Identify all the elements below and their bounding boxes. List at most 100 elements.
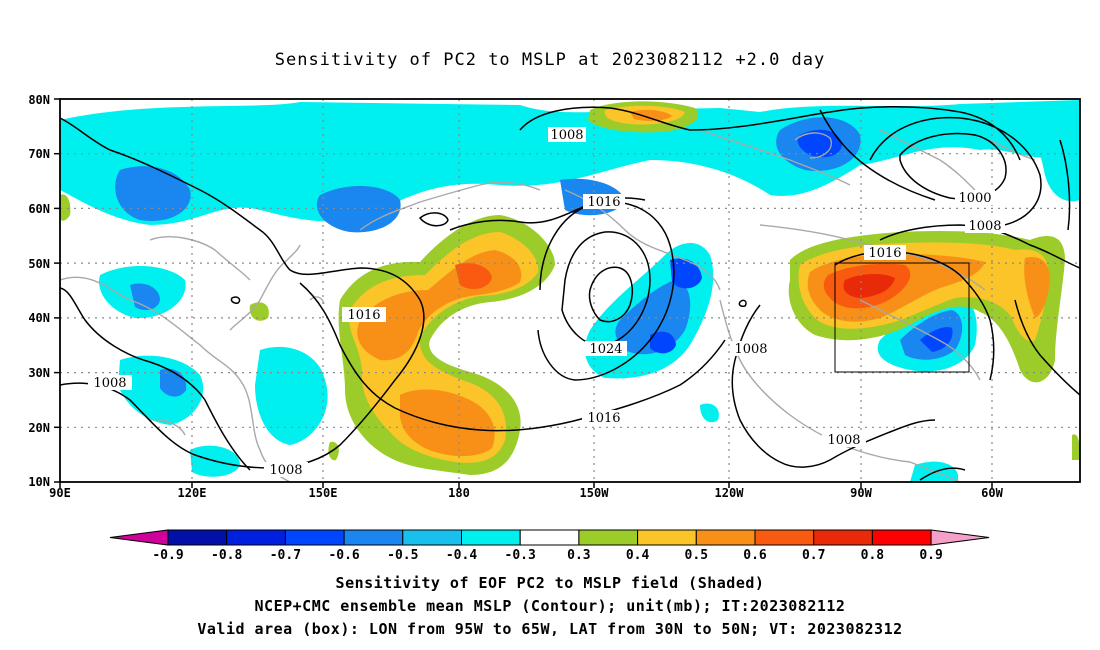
colorbar-label: -0.8 [211, 548, 242, 563]
colorbar-right-arrow [930, 529, 990, 546]
positive-region [843, 274, 895, 298]
contour-1024 [588, 266, 633, 323]
contour-label: 1016 [587, 411, 620, 426]
colorbar-label: 0.6 [743, 548, 767, 563]
contour-label: 1016 [347, 308, 380, 323]
contour-misc [418, 212, 449, 227]
contour-1016 [60, 287, 251, 471]
contour-misc [738, 299, 747, 307]
colorbar-swatch [871, 529, 932, 546]
positive-region [1024, 256, 1050, 318]
positive-region [249, 302, 269, 321]
colorbar-label: -0.7 [270, 548, 301, 563]
lat-tick-label: 20N [28, 421, 50, 435]
colorbar-swatch [754, 529, 815, 546]
shaded-sensitivity-field [60, 100, 1080, 482]
lat-tick-label: 60N [28, 202, 50, 216]
colorbar-swatch [461, 529, 521, 546]
colorbar-swatch [813, 529, 873, 546]
contour-label: 1008 [827, 433, 860, 448]
lon-tick-label: 90W [850, 486, 872, 500]
colorbar-label: -0.4 [446, 548, 477, 563]
contour-label: 1008 [734, 342, 767, 357]
map-frame [59, 98, 1081, 483]
contour-label: 1024 [589, 342, 622, 357]
colorbar-label: 0.9 [919, 548, 942, 563]
contour-1008 [919, 467, 966, 481]
negative-region [797, 129, 842, 158]
colorbar-left-arrow [109, 529, 169, 546]
contour-label: 1008 [93, 376, 126, 391]
contour-1008 [1014, 299, 1080, 396]
colorbar-swatch [284, 529, 345, 546]
colorbar-swatch [519, 529, 580, 546]
contour-misc [230, 296, 241, 304]
valid-area-box [834, 262, 970, 373]
colorbar-label: 0.4 [626, 548, 650, 563]
positive-region [1072, 434, 1080, 460]
negative-region [1035, 108, 1080, 202]
contour-label: 1008 [550, 128, 583, 143]
negative-region [316, 185, 401, 233]
negative-region [920, 327, 953, 352]
negative-region [115, 166, 191, 221]
contour-1000 [869, 116, 1042, 227]
positive-region [630, 109, 672, 121]
positive-region [455, 263, 492, 290]
negative-region [670, 258, 702, 289]
colorbar-label: 0.8 [861, 548, 885, 563]
negative-region [255, 346, 328, 445]
contour-label: 1008 [269, 463, 302, 478]
colorbar-label: -0.6 [328, 548, 359, 563]
map-title: Sensitivity of PC2 to MSLP at 2023082112… [274, 50, 826, 70]
lon-tick-label: 180 [448, 486, 470, 500]
colorbar-label: 0.5 [685, 548, 708, 563]
lon-tick-label: 120E [178, 486, 207, 500]
lat-tick-label: 10N [28, 475, 50, 489]
latitude-axis: 80N 70N 60N 50N 40N 30N 20N 10N [28, 93, 50, 489]
negative-region [700, 403, 719, 423]
lon-tick-label: 90E [49, 486, 71, 500]
contour-1008 [1059, 139, 1071, 231]
contour-1000 [899, 132, 1007, 200]
colorbar-label: -0.5 [387, 548, 418, 563]
negative-region [650, 331, 676, 354]
lon-tick-label: 60W [981, 486, 1003, 500]
lat-tick-label: 40N [28, 311, 50, 325]
colorbar: -0.9 -0.8 -0.7 -0.6 -0.5 -0.4 -0.3 0.3 0.4 0.5 0.6… [109, 529, 990, 563]
lon-tick-label: 150E [309, 486, 338, 500]
lat-tick-label: 30N [28, 366, 50, 380]
lat-tick-label: 80N [28, 93, 50, 107]
colorbar-swatch [578, 529, 639, 546]
contour-1008 [819, 109, 936, 201]
colorbar-label: -0.3 [505, 548, 536, 563]
colorbar-label: -0.9 [152, 548, 183, 563]
longitude-axis: 90E 120E 150E 180 150W 120W 90W 60W [49, 486, 1003, 500]
positive-region [328, 441, 339, 461]
contour-1016 [299, 282, 726, 432]
lon-tick-label: 120W [715, 486, 745, 500]
contour-label: 1000 [958, 191, 991, 206]
contour-label-group: 1008 1016 1000 1008 1016 1016 1024 1008 … [88, 127, 1005, 478]
positive-region [60, 194, 71, 221]
colorbar-label: 0.7 [802, 548, 825, 563]
colorbar-swatch [226, 529, 286, 546]
lat-tick-label: 70N [28, 147, 50, 161]
colorbar-label: 0.3 [567, 548, 590, 563]
footer-line-2: NCEP+CMC ensemble mean MSLP (Contour); u… [254, 597, 846, 615]
lon-tick-label: 150W [580, 486, 610, 500]
colorbar-swatch [637, 529, 697, 546]
contour-label: 1008 [968, 219, 1001, 234]
footer-line-3: Valid area (box): LON from 95W to 65W, L… [197, 620, 903, 638]
contour-label: 1016 [868, 246, 901, 261]
colorbar-swatch [695, 529, 756, 546]
lat-tick-label: 50N [28, 257, 50, 271]
contour-1008 [519, 106, 1021, 161]
colorbar-swatch [402, 529, 462, 546]
contour-label: 1016 [587, 195, 620, 210]
contour-1016 [537, 201, 675, 381]
axis-ticks [54, 98, 993, 488]
contour-1008 [60, 117, 425, 469]
positive-region [399, 389, 495, 457]
